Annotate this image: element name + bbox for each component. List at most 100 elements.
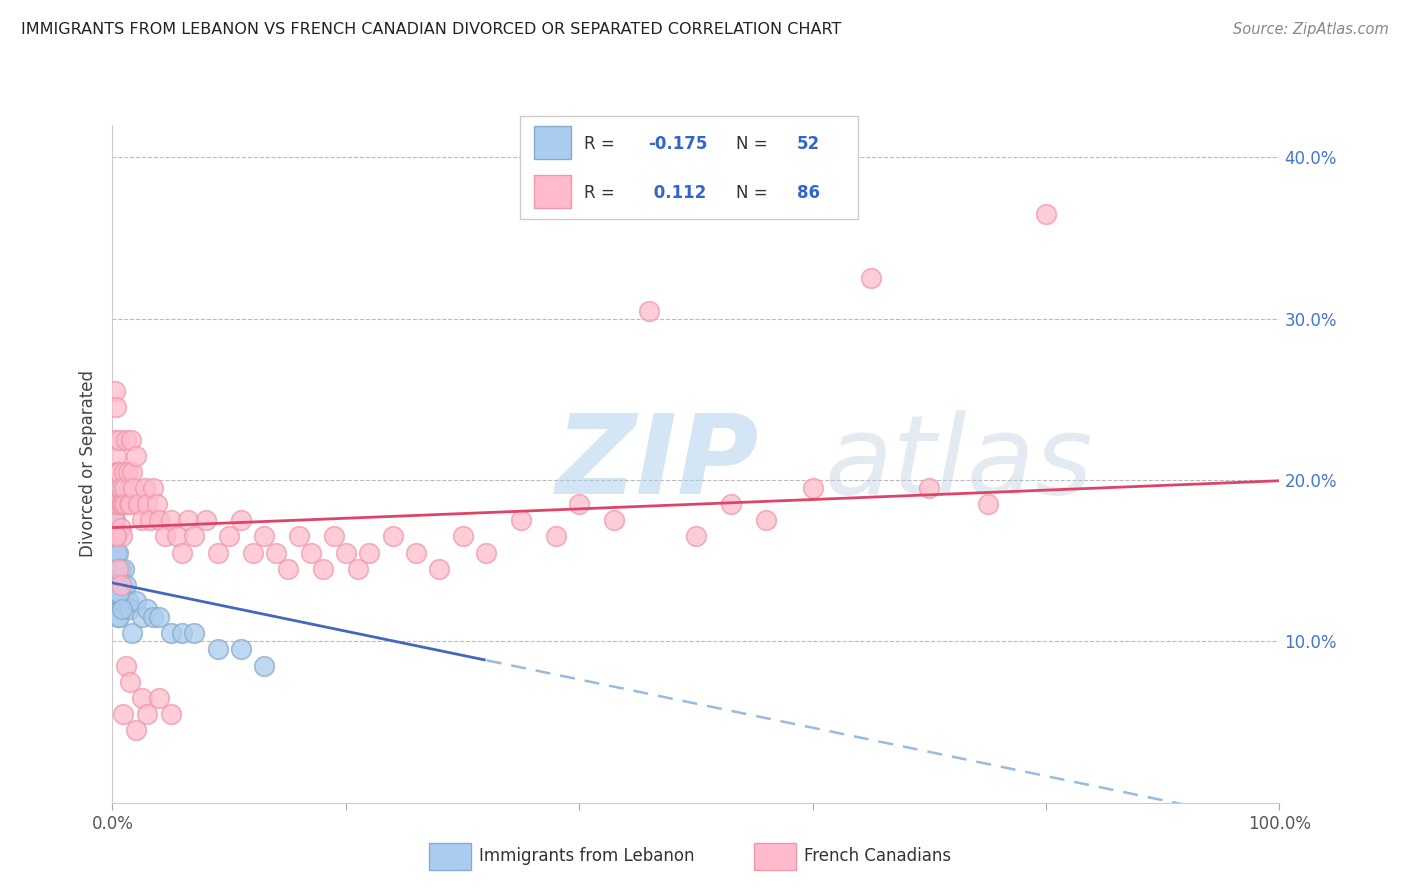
Point	[118, 602, 141, 616]
Point	[148, 513, 170, 527]
Point	[638, 303, 661, 318]
Point	[359, 546, 381, 560]
Point	[544, 529, 567, 543]
Point	[142, 481, 165, 495]
Y-axis label: Divorced or Separated: Divorced or Separated	[79, 370, 97, 558]
Point	[121, 465, 143, 479]
Point	[110, 481, 132, 495]
Point	[114, 497, 136, 511]
Point	[115, 658, 138, 673]
Point	[107, 586, 129, 600]
Text: 86: 86	[797, 184, 820, 202]
Point	[183, 529, 205, 543]
Point	[115, 578, 138, 592]
Point	[108, 562, 131, 576]
Point	[107, 610, 129, 624]
Point	[108, 610, 131, 624]
Point	[104, 578, 127, 592]
Point	[105, 465, 128, 479]
Point	[105, 586, 128, 600]
Text: atlas: atlas	[824, 410, 1092, 517]
Point	[323, 529, 346, 543]
Point	[104, 433, 127, 447]
Point	[120, 433, 142, 447]
Point	[451, 529, 474, 543]
Point	[207, 546, 229, 560]
Point	[335, 546, 357, 560]
Point	[103, 513, 125, 527]
Bar	[754, 843, 796, 870]
Point	[105, 546, 128, 560]
Point	[110, 497, 132, 511]
Point	[104, 529, 127, 543]
Point	[105, 578, 128, 592]
Text: N =: N =	[737, 135, 773, 153]
Point	[104, 529, 127, 543]
Text: 0.112: 0.112	[648, 184, 707, 202]
Point	[207, 642, 229, 657]
Point	[104, 449, 127, 463]
Point	[276, 562, 298, 576]
Point	[299, 546, 322, 560]
Point	[160, 626, 183, 640]
Point	[229, 513, 252, 527]
Point	[603, 513, 626, 527]
Point	[110, 594, 132, 608]
Point	[720, 497, 742, 511]
Point	[104, 401, 127, 415]
Point	[108, 465, 131, 479]
Point	[108, 594, 131, 608]
Point	[110, 578, 132, 592]
Point	[110, 521, 132, 535]
Point	[427, 562, 450, 576]
Point	[166, 529, 188, 543]
Point	[127, 497, 149, 511]
Point	[918, 481, 941, 495]
Point	[111, 529, 134, 543]
Point	[111, 706, 134, 721]
Point	[139, 513, 162, 527]
Point	[136, 706, 159, 721]
Bar	[429, 843, 471, 870]
Point	[346, 562, 368, 576]
Point	[172, 546, 194, 560]
Point	[148, 690, 170, 705]
Point	[112, 465, 135, 479]
FancyBboxPatch shape	[520, 116, 858, 219]
Point	[311, 562, 333, 576]
Text: R =: R =	[585, 135, 620, 153]
Point	[194, 513, 217, 527]
Point	[112, 481, 135, 495]
Point	[103, 481, 125, 495]
Point	[111, 497, 134, 511]
Point	[108, 433, 131, 447]
Point	[107, 546, 129, 560]
Point	[111, 602, 134, 616]
Point	[107, 465, 129, 479]
Point	[134, 481, 156, 495]
Point	[183, 626, 205, 640]
Point	[755, 513, 778, 527]
Point	[104, 384, 127, 399]
Text: IMMIGRANTS FROM LEBANON VS FRENCH CANADIAN DIVORCED OR SEPARATED CORRELATION CHA: IMMIGRANTS FROM LEBANON VS FRENCH CANADI…	[21, 22, 841, 37]
Point	[475, 546, 498, 560]
Point	[976, 497, 998, 511]
Point	[136, 602, 159, 616]
Point	[177, 513, 200, 527]
Point	[405, 546, 427, 560]
Point	[111, 578, 134, 592]
Point	[112, 562, 135, 576]
Point	[111, 497, 134, 511]
Point	[288, 529, 311, 543]
Point	[104, 513, 127, 527]
Point	[108, 586, 131, 600]
Point	[118, 674, 141, 689]
Point	[111, 594, 134, 608]
Point	[801, 481, 824, 495]
Point	[242, 546, 264, 560]
Point	[685, 529, 707, 543]
Text: R =: R =	[585, 184, 620, 202]
Point	[108, 578, 131, 592]
Point	[104, 562, 127, 576]
Point	[264, 546, 287, 560]
